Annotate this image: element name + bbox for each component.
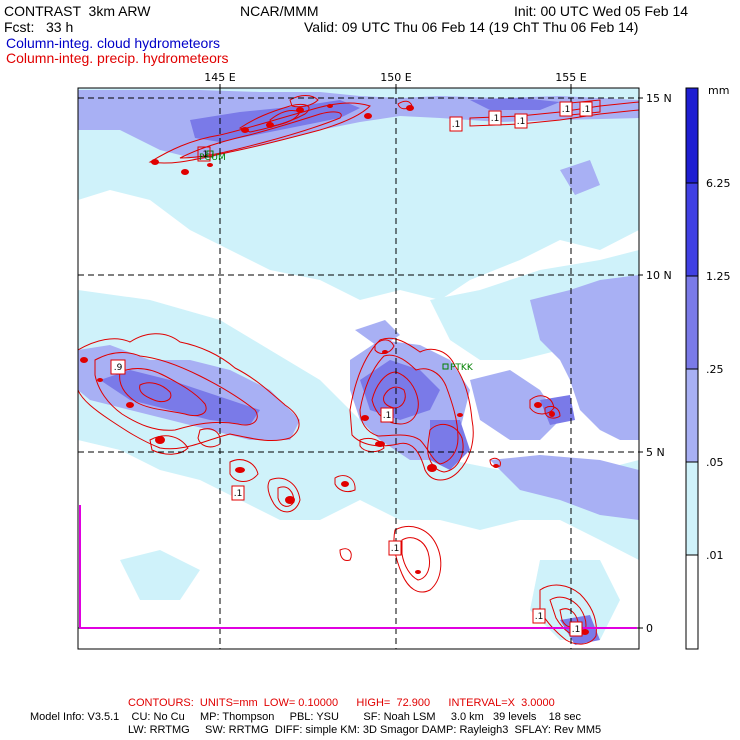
model-info-line2: LW: RRTMG SW: RRTMG DIFF: simple KM: 3D …	[128, 724, 602, 736]
station-ptkk: PTKK	[442, 363, 474, 373]
valid-time: Valid: 09 UTC Thu 06 Feb 14 (19 ChT Thu …	[304, 19, 639, 35]
cloud-shading	[78, 88, 639, 645]
field-precip-legend: Column-integ. precip. hydrometeors	[6, 50, 229, 66]
precip-contours	[78, 95, 639, 645]
contour-label: .1	[391, 544, 400, 554]
colorbar-unit: mm	[708, 84, 729, 97]
colorbar-label-0-01: .01	[706, 549, 724, 562]
init-time: Init: 00 UTC Wed 05 Feb 14	[514, 3, 689, 19]
graticule	[78, 88, 639, 649]
station-label-ptkk: PTKK	[450, 363, 474, 373]
lat-label-0: 0	[646, 622, 653, 635]
colorbar: mm 6.25 1.25 .25 .05 .01	[685, 84, 731, 650]
lon-label-145: 145 E	[204, 71, 235, 84]
contour-label: .1	[517, 117, 526, 127]
product-title: CONTRAST 3km ARW	[4, 3, 151, 19]
contour-label: .9	[114, 363, 123, 373]
colorbar-label-0-25: .25	[706, 363, 724, 376]
colorbar-swatch-0-05	[686, 369, 698, 462]
lon-label-155: 155 E	[555, 71, 586, 84]
colorbar-swatch-below	[686, 555, 698, 649]
contour-label: .1	[535, 612, 544, 622]
colorbar-label-0-05: .05	[706, 456, 724, 469]
precip-cores	[80, 104, 589, 635]
lat-label-5n: 5 N	[646, 446, 665, 459]
field-cloud-legend: Column-integ. cloud hydrometeors	[6, 35, 220, 51]
colorbar-swatch-1-25	[686, 183, 698, 276]
station-label-pgum: PGUM	[199, 153, 226, 163]
contour-label: .1	[582, 105, 591, 115]
lat-label-10n: 10 N	[646, 269, 672, 282]
forecast-hour: Fcst: 33 h	[4, 19, 74, 35]
contour-label: .1	[491, 114, 500, 124]
colorbar-label-1-25: 1.25	[706, 270, 731, 283]
contour-label: .1	[200, 150, 209, 160]
contour-labels: .1 .1 .1 .1 .1 .9 .1 .1 .1 .1 .1 .1	[110, 101, 593, 637]
map-frame	[77, 87, 640, 650]
lat-label-15n: 15 N	[646, 92, 672, 105]
colorbar-swatch-6-25-plus	[686, 88, 698, 183]
colorbar-label-6-25: 6.25	[706, 177, 731, 190]
contour-label: .1	[572, 625, 581, 635]
model-info-line1: Model Info: V3.5.1 CU: No Cu MP: Thompso…	[30, 711, 582, 723]
colorbar-swatch-0-25	[686, 276, 698, 369]
domain-outline	[79, 505, 637, 629]
lon-label-150: 150 E	[380, 71, 411, 84]
colorbar-swatch-0-01	[686, 462, 698, 555]
tick-marks	[219, 84, 643, 629]
contours-info: CONTOURS: UNITS=mm LOW= 0.10000 HIGH= 72…	[128, 697, 555, 709]
contour-label: .1	[562, 105, 571, 115]
contour-label: .1	[234, 489, 243, 499]
center-name: NCAR/MMM	[240, 3, 319, 19]
contour-label: .1	[383, 411, 392, 421]
contour-label: .1	[452, 120, 461, 130]
